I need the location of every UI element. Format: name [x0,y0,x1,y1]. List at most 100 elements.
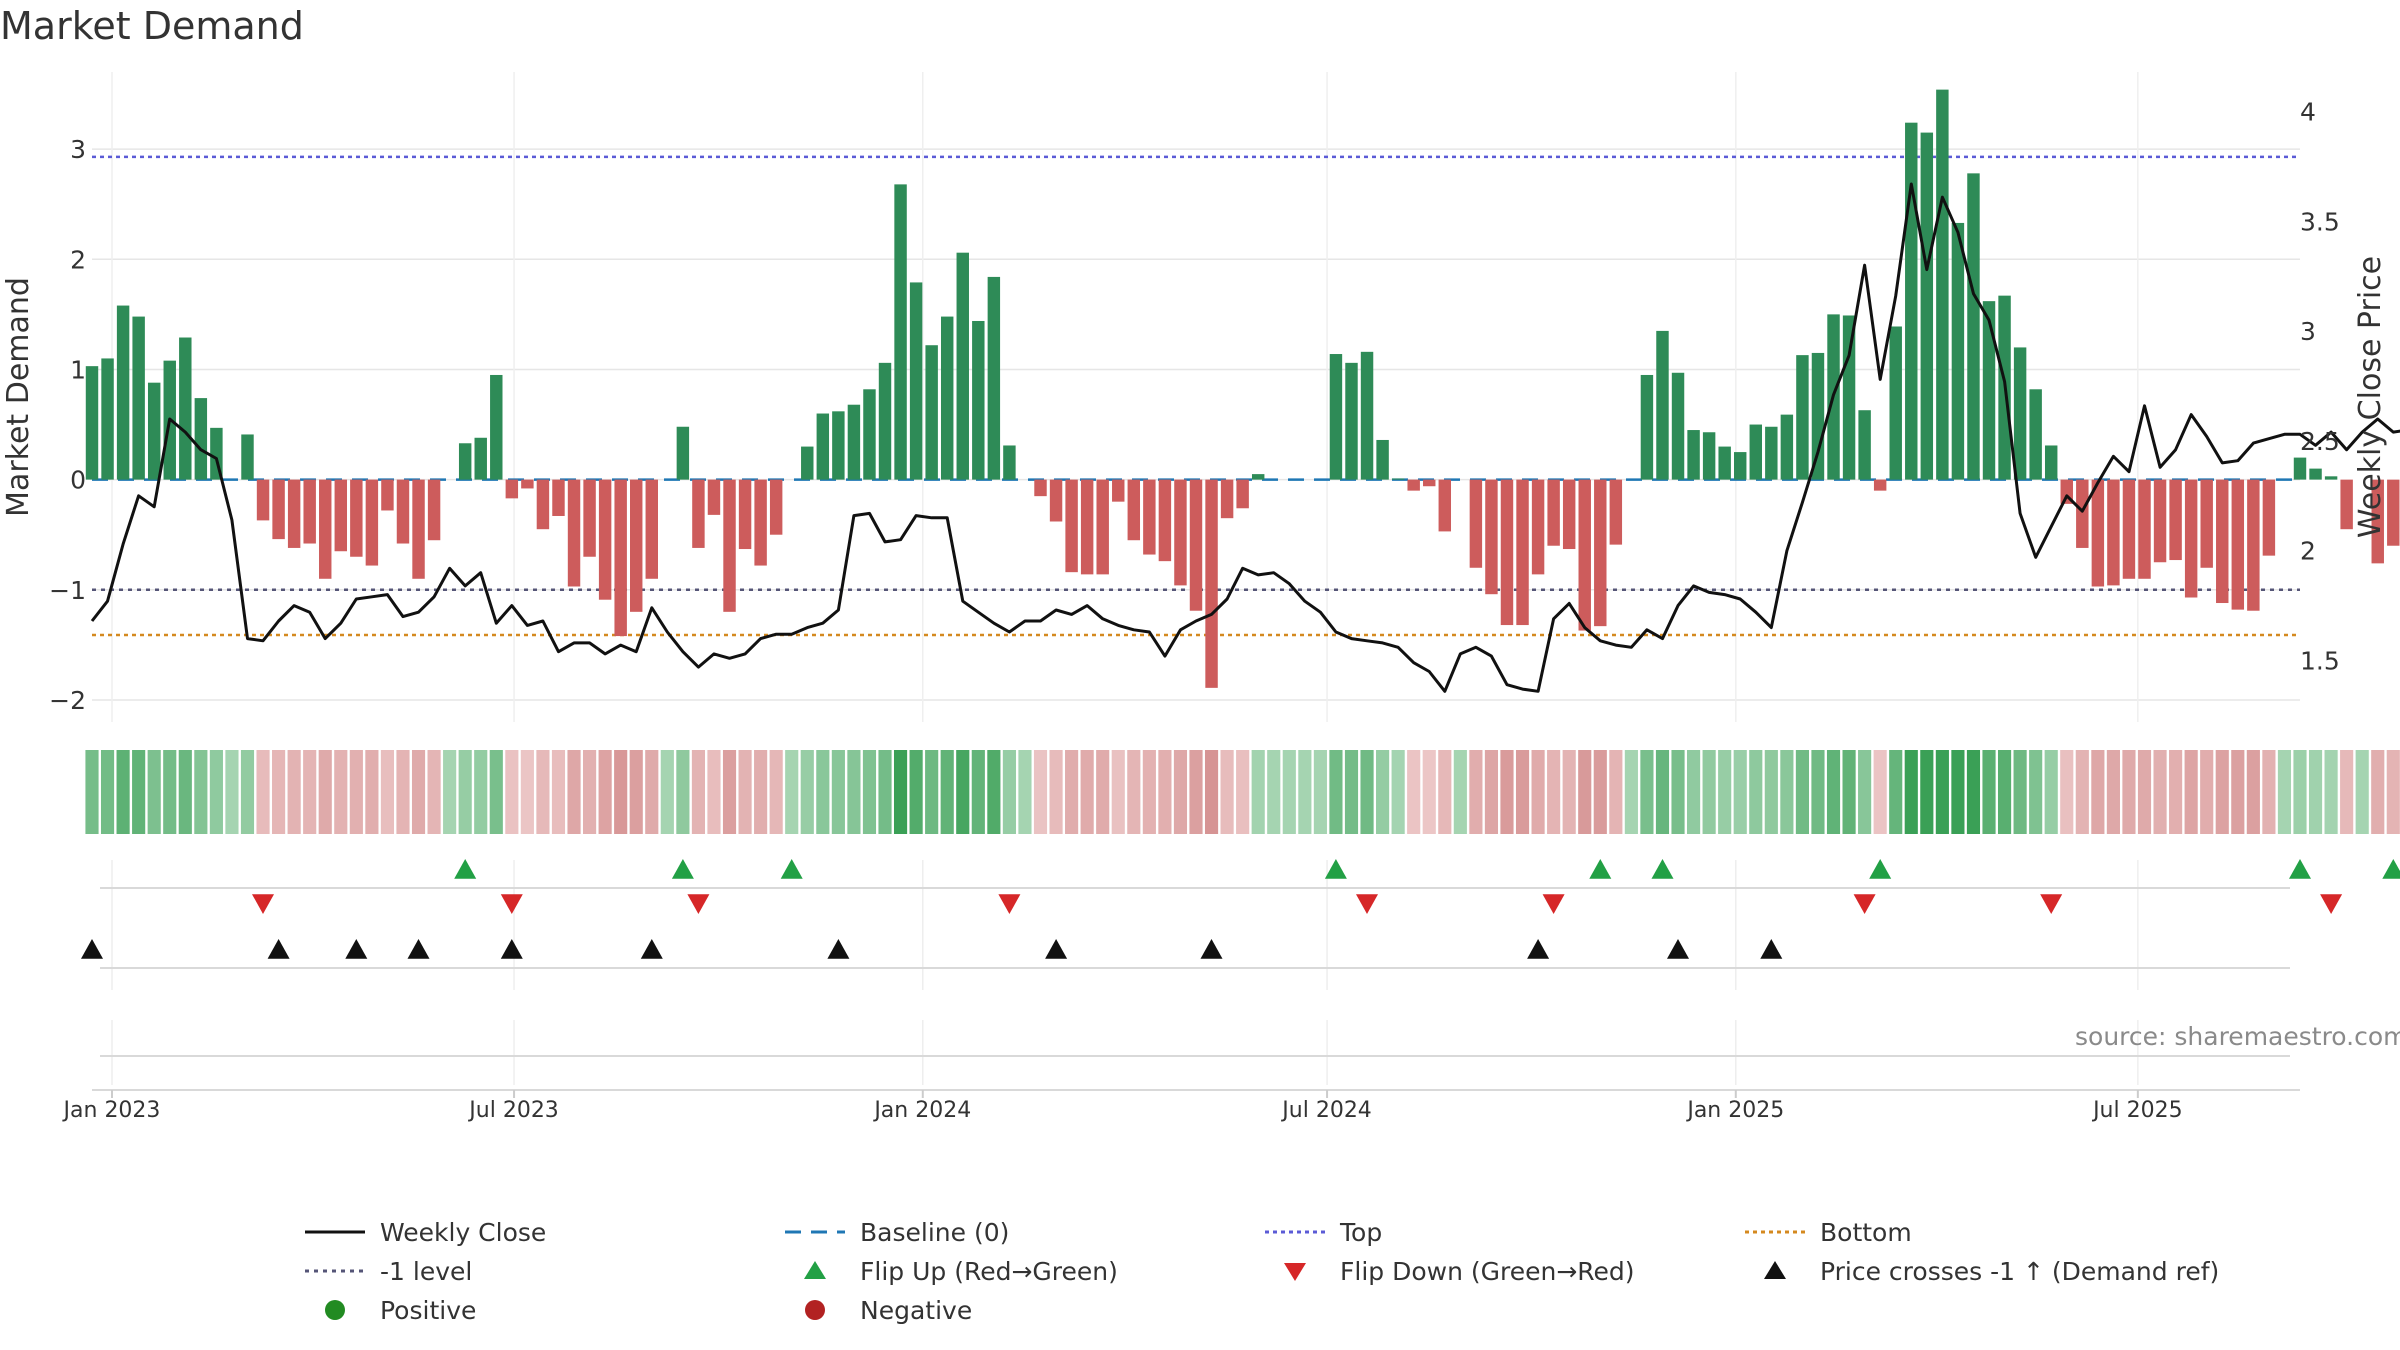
positive-demand-bar [2309,468,2322,480]
strip-cell [909,750,923,834]
legend-dotted-icon [1745,1230,1805,1234]
strip-cell [2215,750,2229,834]
strip-cell [2293,750,2307,834]
strip-cell [1407,750,1421,834]
legend-line-icon [305,1230,365,1234]
price-cross-marker [1527,939,1550,959]
x-tick-label: Jan 2023 [62,1098,161,1123]
positive-demand-bar [1003,445,1016,480]
legend-label: Negative [860,1295,973,1325]
positive-demand-bar [1734,452,1747,480]
strip-cell [1204,750,1219,834]
negative-demand-bar [1127,479,1141,541]
strip-cell [2106,750,2120,834]
legend-label: -1 level [380,1256,473,1286]
legend-weekly-close: Weekly Close [300,1213,546,1251]
positive-demand-bar [132,316,145,480]
positive-demand-bar [147,382,161,480]
positive-demand-bar [1718,446,1731,480]
strip-cell [2355,750,2369,834]
strip-cell [660,750,674,834]
flip-up-marker [1589,859,1612,879]
price-cross-marker [500,939,523,959]
legend-top: Top [1260,1213,1382,1251]
flip-down-marker [2040,894,2063,914]
y-tick-label: 3 [70,135,86,164]
chart-title: Market Demand [0,4,304,48]
strip-cell [2231,750,2245,834]
negative-demand-bar [723,479,736,612]
strip-cell [1624,750,1638,834]
negative-demand-bar [2138,479,2151,579]
flip-down-marker [1853,894,1876,914]
strip-cell [1702,750,1716,834]
strip-cell [2262,750,2276,834]
positive-demand-bar [1967,173,1980,480]
strip-cell [1236,750,1250,834]
strip-cell [1920,750,1934,834]
y-tick-label: 2 [70,245,86,274]
positive-demand-bar [863,389,876,480]
event-markers [81,859,2400,959]
legend-flip-up: Flip Up (Red→Green) [780,1252,1118,1290]
strip-cell [225,750,239,834]
positive-demand-bar [925,345,938,480]
positive-demand-bar [1905,122,1918,480]
strip-cell [629,750,643,834]
strip-cell [1826,750,1841,834]
demand-intensity-strip [85,750,2400,834]
strip-cell [2277,750,2292,834]
strip-cell [2075,750,2089,834]
strip-cell [987,750,1001,834]
strip-cell [1609,750,1623,834]
positive-demand-bar [2013,347,2027,480]
strip-cell [769,750,783,834]
negative-demand-bar [1562,479,1576,550]
flip-up-marker [1651,859,1674,879]
strip-cell [443,750,457,834]
strip-cell [1780,750,1794,834]
flip-up-marker [671,859,694,879]
negative-demand-bar [552,479,565,516]
triangle-down-icon [1284,1263,1306,1281]
positive-demand-bar [2029,389,2042,480]
y-axis-title: Market Demand [1,277,36,517]
positive-demand-bar [1796,355,1809,480]
negative-demand-bar [707,479,721,515]
strip-cell [971,750,985,834]
negative-demand-bar [1594,479,1607,627]
positive-demand-bar [1702,432,1716,480]
strip-cell [1033,750,1048,834]
strip-cell [2013,750,2027,834]
negative-demand-bar [334,479,348,552]
strip-cell [1982,750,1996,834]
y2-tick-label: 1.5 [2300,647,2340,676]
strip-cell [785,750,799,834]
price-cross-marker [1045,939,1068,959]
strip-cell [365,750,379,834]
negative-demand-bar [1065,479,1078,573]
strip-cell [147,750,161,834]
strip-cell [1002,750,1016,834]
strip-cell [318,750,332,834]
negative-demand-bar [645,479,658,579]
positive-demand-bar [940,316,954,480]
strip-cell [1391,750,1405,834]
strip-cell [614,750,628,834]
flip-up-marker [780,859,803,879]
negative-demand-bar [1407,479,1420,491]
legend-bottom: Bottom [1740,1213,1912,1251]
negative-demand-bar [2231,479,2245,610]
strip-cell [1127,750,1141,834]
strip-cell [163,750,177,834]
strip-cell [1360,750,1374,834]
y-tick-label: −2 [49,686,86,715]
negative-demand-bar [692,479,705,548]
negative-demand-bar [412,479,425,579]
positive-demand-bar [116,305,130,480]
strip-cell [1189,750,1203,834]
negative-demand-bar [365,479,379,566]
strip-cell [1376,750,1390,834]
strip-cell [1515,750,1530,834]
